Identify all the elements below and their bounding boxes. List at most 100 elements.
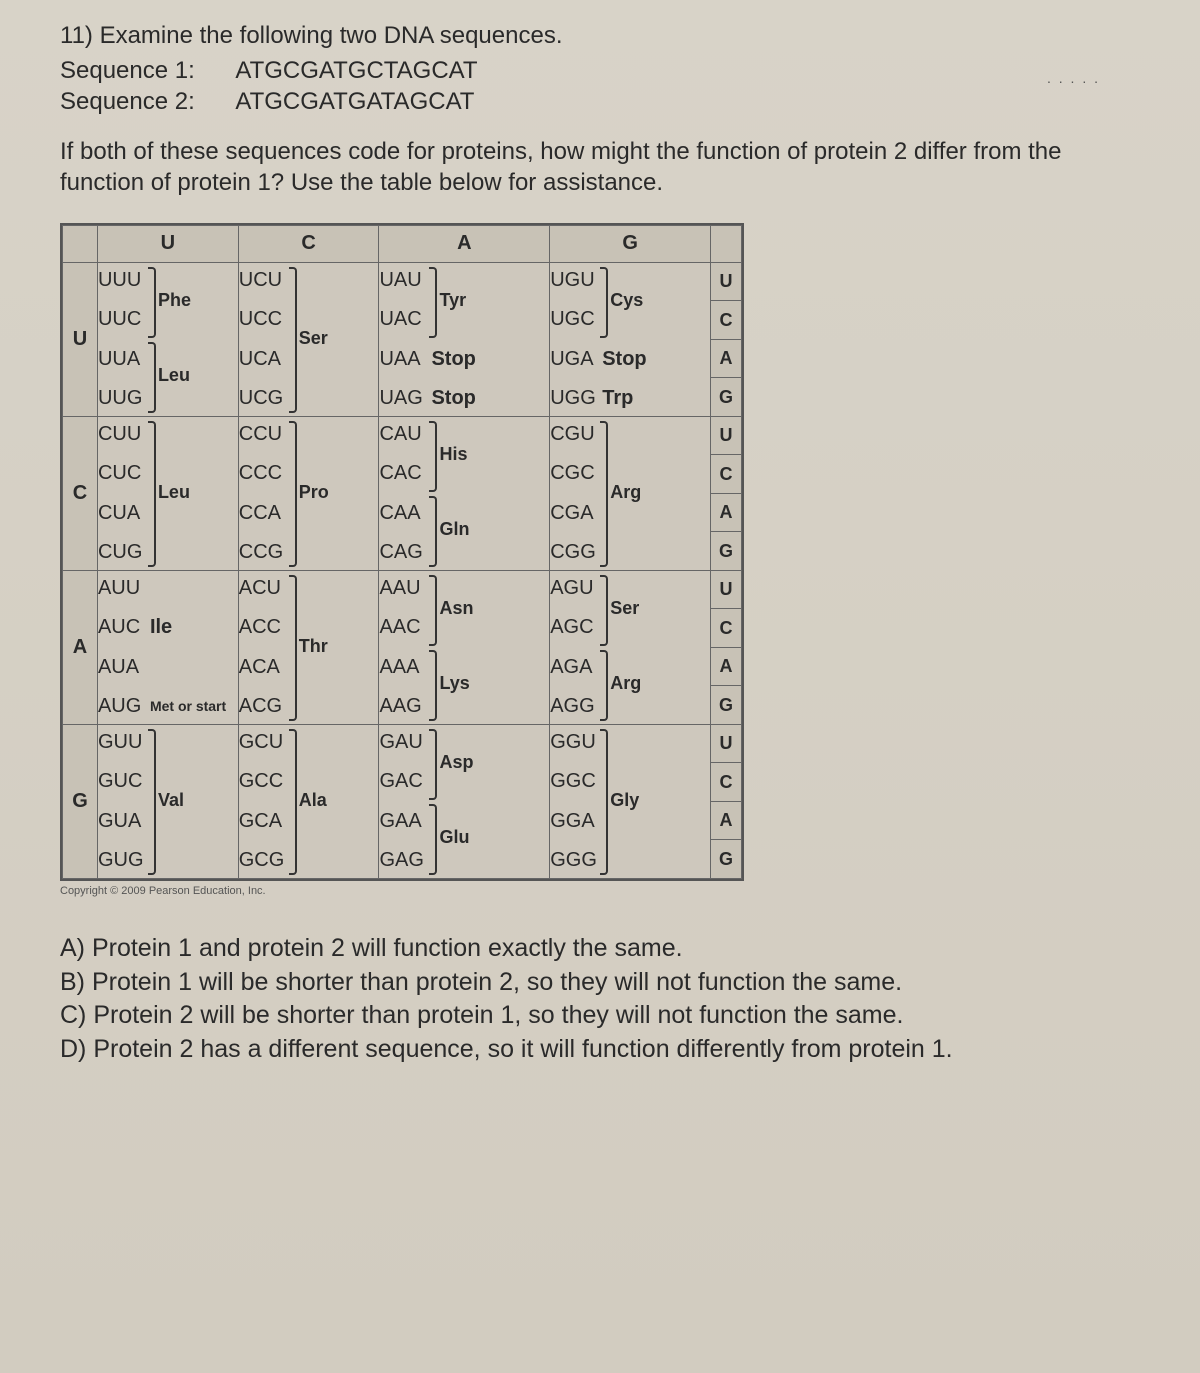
right-label: U xyxy=(711,570,742,609)
codon-triplet: UAC xyxy=(379,308,427,331)
right-label: A xyxy=(711,647,742,686)
codon-row: GUU xyxy=(98,731,238,754)
codon-row: CGA xyxy=(550,502,710,525)
bracket xyxy=(429,496,437,567)
aa-label: Cys xyxy=(610,290,643,311)
aa-label: Phe xyxy=(158,290,191,311)
bracket xyxy=(148,729,156,875)
aa-label: Thr xyxy=(299,636,328,657)
codon-triplet: AAU xyxy=(379,577,427,600)
col-header-c: C xyxy=(238,225,379,262)
codon-triplet: CAC xyxy=(379,462,427,485)
codon-cell: UGUUGCUGAStopUGGTrpCys xyxy=(550,262,711,416)
codon-triplet: CGC xyxy=(550,462,598,485)
codon-triplet: AUC xyxy=(98,616,146,639)
codon-row: AAG xyxy=(379,695,549,718)
bracket xyxy=(600,575,608,646)
codon-row: CCU xyxy=(239,423,379,446)
codon-triplet: AGU xyxy=(550,577,598,600)
codon-triplet: UGU xyxy=(550,269,598,292)
codon-row: CCG xyxy=(239,541,379,564)
bracket xyxy=(148,267,156,338)
aa-label: Lys xyxy=(439,673,469,694)
right-label: U xyxy=(711,724,742,763)
col-header-g: G xyxy=(550,225,711,262)
codon-triplet: UCC xyxy=(239,308,287,331)
bracket xyxy=(600,729,608,875)
answer-c: C) Protein 2 will be shorter than protei… xyxy=(60,999,1140,1033)
question-stem: 11) Examine the following two DNA sequen… xyxy=(60,20,1140,51)
decorative-dots: . . . . . xyxy=(1047,70,1100,86)
right-label: G xyxy=(711,686,742,725)
right-label: A xyxy=(711,339,742,378)
codon-triplet: GUC xyxy=(98,770,146,793)
right-label: A xyxy=(711,801,742,840)
codon-row: CAC xyxy=(379,462,549,485)
codon-triplet: ACC xyxy=(239,616,287,639)
seq1-value: ATGCGATGCTAGCAT xyxy=(235,57,477,84)
sequence-1-line: Sequence 1: ATGCGATGCTAGCAT xyxy=(60,55,1140,86)
aa-inline: Stop xyxy=(602,348,646,371)
aa-label: Arg xyxy=(610,482,641,503)
codon-triplet: GUA xyxy=(98,810,146,833)
codon-triplet: CGG xyxy=(550,541,598,564)
codon-cell: GAUGACGAAGAGAspGlu xyxy=(379,724,550,878)
codon-row: UAU xyxy=(379,269,549,292)
codon-cell: CGU CGC CGA CGG Arg xyxy=(550,416,711,570)
codon-triplet: GCC xyxy=(239,770,287,793)
codon-row: GGA xyxy=(550,810,710,833)
codon-row: UAAStop xyxy=(379,348,549,371)
col-header-a: A xyxy=(379,225,550,262)
codon-cell: CUUCUCCUACUGLeu xyxy=(97,416,238,570)
answer-b: B) Protein 1 will be shorter than protei… xyxy=(60,966,1140,1000)
aa-label: His xyxy=(439,444,467,465)
right-label: G xyxy=(711,378,742,417)
bracket xyxy=(289,267,297,413)
codon-triplet: GGG xyxy=(550,849,598,872)
codon-row: AUCIle xyxy=(98,616,238,639)
aa-label: Leu xyxy=(158,365,190,386)
codon-row: CGU xyxy=(550,423,710,446)
codon-triplet: GAA xyxy=(379,810,427,833)
codon-triplet: CUU xyxy=(98,423,146,446)
codon-triplet: UAA xyxy=(379,348,427,371)
sequence-2-line: Sequence 2: ATGCGATGATAGCAT xyxy=(60,86,1140,117)
codon-row: CUU xyxy=(98,423,238,446)
aa-label: Leu xyxy=(158,482,190,503)
codon-row: ACG xyxy=(239,695,379,718)
aa-label: Val xyxy=(158,790,184,811)
codon-triplet: UCA xyxy=(239,348,287,371)
codon-row: UAC xyxy=(379,308,549,331)
bracket xyxy=(148,421,156,567)
codon-table-grid: U C A G UUUUUUCUUAUUGPheLeuUCUUCCUCAUCGS… xyxy=(62,225,742,879)
right-label: C xyxy=(711,609,742,648)
codon-row: UAGStop xyxy=(379,387,549,410)
codon-triplet: CAU xyxy=(379,423,427,446)
codon-triplet: GAC xyxy=(379,770,427,793)
codon-triplet: GGU xyxy=(550,731,598,754)
codon-triplet: CGA xyxy=(550,502,598,525)
codon-row: AAU xyxy=(379,577,549,600)
right-label: C xyxy=(711,763,742,802)
codon-row: CUG xyxy=(98,541,238,564)
codon-triplet: GUU xyxy=(98,731,146,754)
codon-row: GCU xyxy=(239,731,379,754)
codon-triplet: ACA xyxy=(239,656,287,679)
codon-cell: AUUAUCIleAUAAUGMet or start xyxy=(97,570,238,724)
codon-triplet: UUC xyxy=(98,308,146,331)
row-label-g: G xyxy=(63,724,98,878)
seq2-label: Sequence 2: xyxy=(60,86,230,117)
codon-triplet: CUG xyxy=(98,541,146,564)
codon-triplet: CAG xyxy=(379,541,427,564)
aa-label: Ser xyxy=(299,328,328,349)
codon-triplet: AUG xyxy=(98,695,146,718)
codon-triplet: AUA xyxy=(98,656,146,679)
aa-label: Arg xyxy=(610,673,641,694)
codon-triplet: UUU xyxy=(98,269,146,292)
codon-triplet: GCG xyxy=(239,849,287,872)
codon-triplet: AAA xyxy=(379,656,427,679)
codon-triplet: GAG xyxy=(379,849,427,872)
aa-label: Pro xyxy=(299,482,329,503)
codon-row: AUU xyxy=(98,577,238,600)
codon-row: CUA xyxy=(98,502,238,525)
